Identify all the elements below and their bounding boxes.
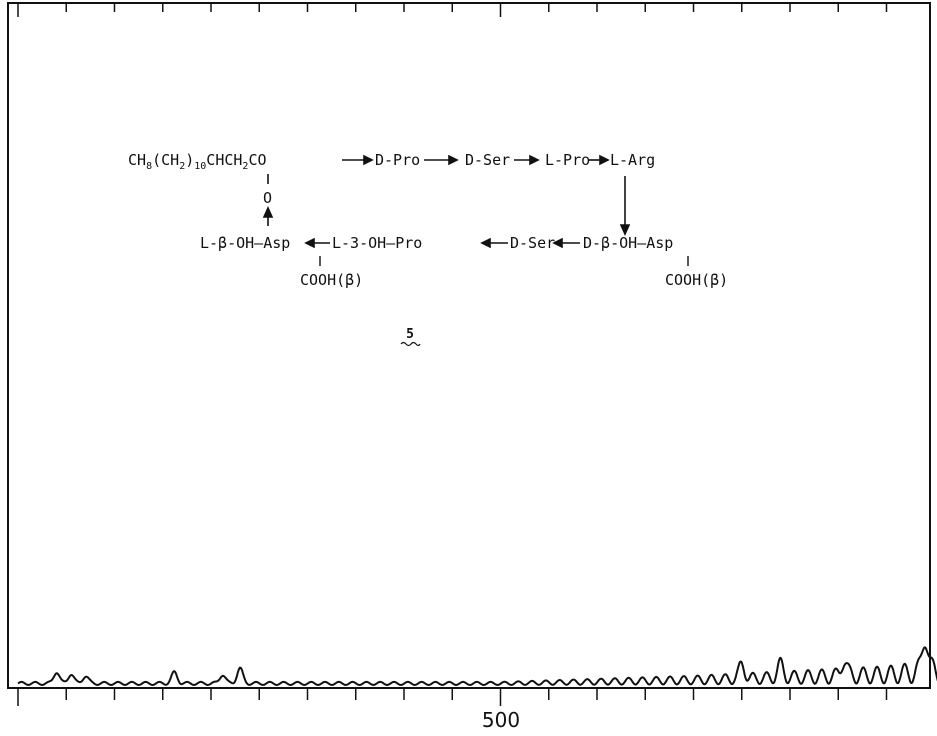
peak-point-7 [779,672,782,675]
structure-annotation: CH8(CH2)10CHCH2CO D-Pro D-Ser L-Pro L-Ar… [128,151,728,347]
top-arrows [342,154,610,166]
bottom-arrows [304,237,580,249]
peak-point-6 [740,671,743,674]
compound-number: 5 [406,327,414,342]
residue-d-ser-bottom: D-Ser [510,234,555,252]
residue-l-beta-oh-asp: L-β-OH–Asp [200,234,290,252]
up-arrow [262,206,274,226]
x-tick-labels: 500 1000 [482,708,520,732]
side-chain-cooh-left: COOH(β) [300,271,363,289]
spectrum-trace [17,646,937,686]
residue-l-pro: L-Pro [545,151,590,169]
compound-number-underline [400,341,421,347]
residue-d-ser-top: D-Ser [465,151,510,169]
x-tick-label-500: 500 [482,708,520,732]
peak-point-3 [173,675,176,678]
o-branch: O [263,189,272,207]
down-arrow [619,176,631,236]
plot-frame [7,2,931,689]
residue-l-3-oh-pro: L-3-OH–Pro [332,234,422,252]
residue-l-arg: L-Arg [610,151,655,169]
axis-ticks [17,3,888,706]
residue-d-beta-oh-asp: D-β-OH–Asp [583,234,673,252]
peak-markers [55,4,937,682]
side-chain-cooh-right: COOH(β) [665,271,728,289]
residue-d-pro: D-Pro [375,151,420,169]
plot-border [7,2,931,689]
acyl-chain: CH8(CH2)10CHCH2CO [128,151,267,172]
